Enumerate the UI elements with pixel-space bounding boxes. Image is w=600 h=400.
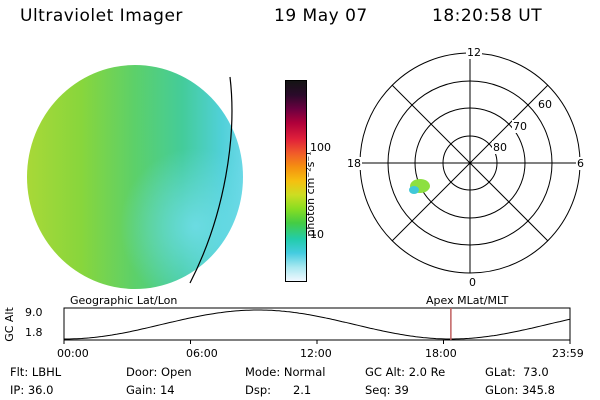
polar-diag-2 bbox=[391, 84, 549, 242]
status-ip: IP: 36.0 bbox=[10, 383, 54, 397]
status-filter: Flt: LBHL bbox=[10, 365, 62, 379]
x-tick-1200: 12:00 bbox=[300, 347, 332, 360]
colorbar-unit-label: photon cm⁻²s⁻¹ bbox=[304, 151, 317, 237]
status-glon: GLon: 345.8 bbox=[485, 383, 555, 397]
mlt-label-0: 0 bbox=[468, 276, 477, 289]
mlat-label-70: 70 bbox=[512, 120, 528, 133]
aurora-emission-edge bbox=[409, 186, 419, 194]
instrument-title: Ultraviolet Imager bbox=[20, 6, 183, 26]
colorbar bbox=[285, 80, 307, 282]
terminator-line bbox=[189, 76, 233, 284]
colorbar-tick-10: 10 bbox=[310, 228, 324, 241]
status-gain: Gain: 14 bbox=[126, 383, 175, 397]
earth-uv-image bbox=[27, 65, 243, 289]
y-tick-1.8: 1.8 bbox=[25, 326, 43, 339]
status-glat: GLat: 73.0 bbox=[485, 365, 549, 379]
date-label: 19 May 07 bbox=[274, 6, 368, 26]
mlat-label-80: 80 bbox=[492, 141, 508, 154]
x-tick-1800: 18:00 bbox=[425, 347, 457, 360]
mlt-label-12: 12 bbox=[466, 46, 482, 59]
x-tick-2359: 23:59 bbox=[552, 347, 584, 360]
x-tick-0000: 00:00 bbox=[57, 347, 89, 360]
status-door: Door: Open bbox=[126, 365, 192, 379]
altitude-timeline bbox=[63, 307, 571, 344]
mlt-label-6: 6 bbox=[576, 157, 585, 170]
status-gc-alt: GC Alt: 2.0 Re bbox=[365, 365, 446, 379]
mlat-label-60: 60 bbox=[537, 98, 553, 111]
x-tick-0600: 06:00 bbox=[186, 347, 218, 360]
polar-mlat-mlt-plot bbox=[359, 52, 581, 274]
time-label: 18:20:58 UT bbox=[432, 6, 543, 26]
apex-mlat-mlt-label: Apex MLat/MLT bbox=[426, 294, 509, 307]
timeline-x-ticks bbox=[63, 340, 571, 344]
colorbar-gradient bbox=[286, 81, 306, 281]
gc-alt-axis-label: GC Alt bbox=[2, 307, 16, 342]
status-seq: Seq: 39 bbox=[365, 383, 409, 397]
dayglow-dim-region bbox=[27, 65, 243, 289]
status-dsp: Dsp: 2.1 bbox=[245, 383, 312, 397]
geographic-latlon-label: Geographic Lat/Lon bbox=[70, 294, 178, 307]
gc-altitude-curve bbox=[64, 309, 571, 340]
mlt-label-18: 18 bbox=[346, 157, 362, 170]
status-mode: Mode: Normal bbox=[245, 365, 326, 379]
colorbar-tick-100: 100 bbox=[310, 141, 331, 154]
y-tick-9: 9.0 bbox=[25, 306, 43, 319]
